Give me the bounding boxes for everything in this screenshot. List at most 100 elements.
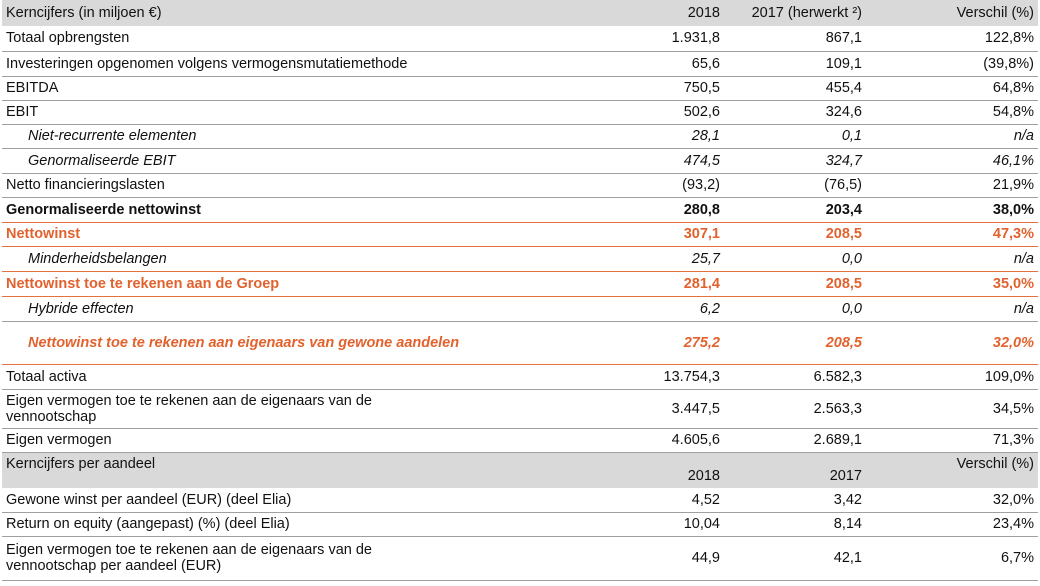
- cell-value: 71,3%: [866, 428, 1038, 453]
- table-row: EBITDA 750,5 455,4 64,8%: [2, 76, 1038, 101]
- cell-value: n/a: [866, 246, 1038, 272]
- row-label: Kerncijfers (in miljoen €): [2, 0, 562, 26]
- table-row: Eigen vermogen toe te rekenen aan de eig…: [2, 536, 1038, 581]
- row-label: Niet-recurrente elementen: [2, 124, 562, 149]
- cell-value: 2.689,1: [724, 428, 866, 453]
- table-row: Nettowinst toe te rekenen aan eigenaars …: [2, 321, 1038, 365]
- cell-value: 54,8%: [866, 100, 1038, 125]
- cell-value: 46,1%: [866, 148, 1038, 174]
- table-row: Investeringen opgenomen volgens vermogen…: [2, 51, 1038, 77]
- cell-value: 0,1: [724, 124, 866, 149]
- table-row: Totaal opbrengsten 1.931,8 867,1 122,8%: [2, 26, 1038, 52]
- cell-value: 2.563,3: [724, 389, 866, 429]
- cell-value: (93,2): [562, 173, 724, 198]
- cell-value: 109,0%: [866, 364, 1038, 390]
- cell-value: 6.582,3: [724, 364, 866, 390]
- cell-value: 34,5%: [866, 389, 1038, 429]
- cell-value: 0,0: [724, 296, 866, 322]
- cell-value: 32,0%: [866, 321, 1038, 365]
- cell-value: 3.447,5: [562, 389, 724, 429]
- table-row: Hybride effecten 6,2 0,0 n/a: [2, 296, 1038, 322]
- cell-value: 38,0%: [866, 197, 1038, 223]
- row-label: Genormaliseerde EBIT: [2, 148, 562, 174]
- cell-value: 280,8: [562, 197, 724, 223]
- cell-value: 10,04: [562, 512, 724, 537]
- row-label: Minderheidsbelangen: [2, 246, 562, 272]
- table-row: Netto financieringslasten (93,2) (76,5) 21,…: [2, 173, 1038, 198]
- row-label: Totaal opbrengsten: [2, 26, 562, 52]
- cell-value: 35,0%: [866, 271, 1038, 297]
- row-label: Eigen vermogen toe te rekenen aan de eig…: [2, 389, 562, 429]
- row-label: Return on equity (aangepast) (%) (deel E…: [2, 512, 562, 537]
- table-row: Niet-recurrente elementen 28,1 0,1 n/a: [2, 124, 1038, 149]
- table-row: Kerncijfers (in miljoen €) 2018 2017 (herw…: [2, 0, 1038, 26]
- table-row: Nettowinst toe te rekenen aan de Groep 28…: [2, 271, 1038, 297]
- cell-value: 203,4: [724, 197, 866, 223]
- cell-value: (76,5): [724, 173, 866, 198]
- cell-value: 6,7%: [866, 536, 1038, 581]
- cell-value: 109,1: [724, 51, 866, 77]
- row-label: Nettowinst: [2, 222, 562, 247]
- cell-value: 502,6: [562, 100, 724, 125]
- cell-value: 208,5: [724, 222, 866, 247]
- cell-value: 65,6: [562, 51, 724, 77]
- cell-value: 122,8%: [866, 26, 1038, 52]
- cell-value: 275,2: [562, 321, 724, 365]
- cell-value: 0,0: [724, 246, 866, 272]
- cell-value: 750,5: [562, 76, 724, 101]
- cell-value: 455,4: [724, 76, 866, 101]
- cell-value: 281,4: [562, 271, 724, 297]
- cell-value: 4.605,6: [562, 428, 724, 453]
- row-label: Nettowinst toe te rekenen aan eigenaars …: [2, 321, 562, 365]
- table-row: Eigen vermogen toe te rekenen aan de eig…: [2, 389, 1038, 429]
- cell-value: 6,2: [562, 296, 724, 322]
- table-row: Gewone winst per aandeel (EUR) (deel Eli…: [2, 488, 1038, 513]
- cell-value: 2017: [724, 452, 866, 488]
- cell-value: 32,0%: [866, 488, 1038, 513]
- cell-value: 8,14: [724, 512, 866, 537]
- cell-value: 25,7: [562, 246, 724, 272]
- table-row: Return on equity (aangepast) (%) (deel E…: [2, 512, 1038, 537]
- cell-value: Verschil (%): [866, 0, 1038, 26]
- row-label: Eigen vermogen toe te rekenen aan de eig…: [2, 536, 562, 581]
- table-row: Minderheidsbelangen 25,7 0,0 n/a: [2, 246, 1038, 272]
- table-row: EBIT 502,6 324,6 54,8%: [2, 100, 1038, 125]
- row-label: EBITDA: [2, 76, 562, 101]
- cell-value: 21,9%: [866, 173, 1038, 198]
- cell-value: 23,4%: [866, 512, 1038, 537]
- cell-value: 13.754,3: [562, 364, 724, 390]
- table-row: Kerncijfers per aandeel 2018 2017 Verschil …: [2, 452, 1038, 488]
- table-row: Nettowinst 307,1 208,5 47,3%: [2, 222, 1038, 247]
- cell-value: 42,1: [724, 536, 866, 581]
- cell-value: 1.931,8: [562, 26, 724, 52]
- cell-value: 307,1: [562, 222, 724, 247]
- cell-value: 474,5: [562, 148, 724, 174]
- cell-value: 2018: [562, 452, 724, 488]
- cell-value: n/a: [866, 124, 1038, 149]
- cell-value: 28,1: [562, 124, 724, 149]
- row-label: Gewone winst per aandeel (EUR) (deel Eli…: [2, 488, 562, 513]
- cell-value: 208,5: [724, 321, 866, 365]
- row-label: Netto financieringslasten: [2, 173, 562, 198]
- table-row: Eigen vermogen 4.605,6 2.689,1 71,3%: [2, 428, 1038, 453]
- cell-value: Verschil (%): [866, 452, 1038, 488]
- row-label: Investeringen opgenomen volgens vermogen…: [2, 51, 562, 77]
- cell-value: (39,8%): [866, 51, 1038, 77]
- cell-value: 64,8%: [866, 76, 1038, 101]
- cell-value: 2018: [562, 0, 724, 26]
- table-row: Genormaliseerde nettowinst 280,8 203,4 38,0…: [2, 197, 1038, 223]
- row-label: EBIT: [2, 100, 562, 125]
- cell-value: 47,3%: [866, 222, 1038, 247]
- row-label: Totaal activa: [2, 364, 562, 390]
- row-label: Kerncijfers per aandeel: [2, 452, 562, 488]
- cell-value: 44,9: [562, 536, 724, 581]
- cell-value: 324,7: [724, 148, 866, 174]
- row-label: Hybride effecten: [2, 296, 562, 322]
- cell-value: 4,52: [562, 488, 724, 513]
- cell-value: 2017 (herwerkt ²): [724, 0, 866, 26]
- cell-value: 324,6: [724, 100, 866, 125]
- row-label: Genormaliseerde nettowinst: [2, 197, 562, 223]
- cell-value: 208,5: [724, 271, 866, 297]
